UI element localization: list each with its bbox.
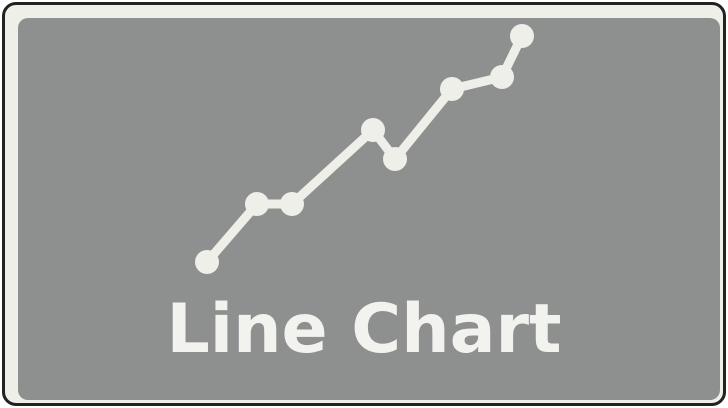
line-chart-icon-dot <box>510 24 534 48</box>
line-chart-icon-dot <box>245 192 269 216</box>
line-chart-icon-dot <box>383 147 407 171</box>
line-chart-icon-dot <box>440 77 464 101</box>
line-chart-icon-dot <box>280 192 304 216</box>
line-chart-icon-line <box>202 31 527 267</box>
line-chart-icon-dot <box>195 250 219 274</box>
line-chart-icon-dot <box>361 118 385 142</box>
tile-panel <box>18 18 720 400</box>
line-chart-icon-dot <box>490 65 514 89</box>
tile-label: Line Chart <box>166 290 562 369</box>
